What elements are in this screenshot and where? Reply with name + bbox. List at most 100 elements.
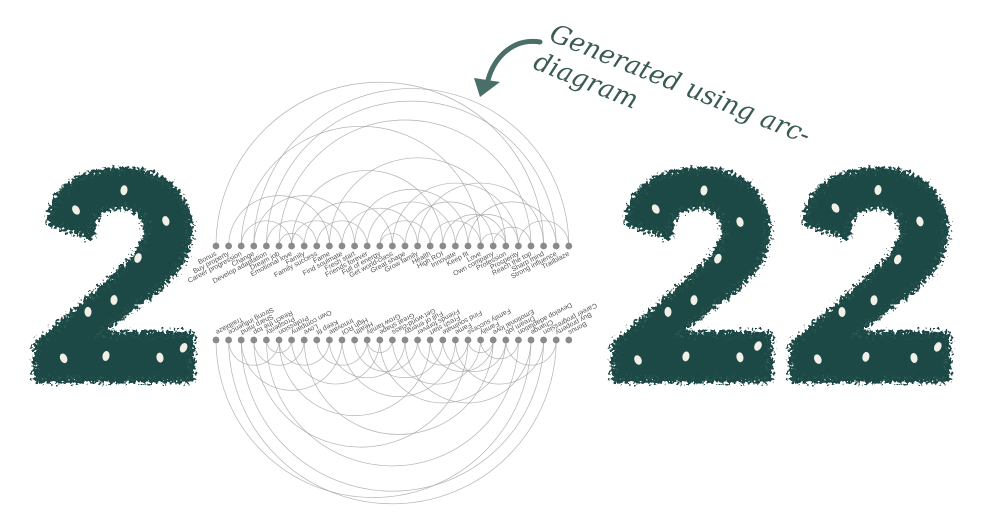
ornament-light-icon — [814, 354, 822, 364]
arc-link — [341, 339, 456, 397]
arc-link — [228, 195, 330, 247]
arc-node — [527, 242, 535, 250]
arc-node — [351, 242, 358, 250]
arc-node — [552, 242, 560, 250]
ornament-light-icon — [120, 185, 128, 196]
arc-link — [253, 195, 355, 247]
arc-link — [442, 339, 507, 372]
arc-link — [354, 339, 418, 372]
ornament-light-icon — [156, 352, 164, 363]
arc-link — [404, 339, 532, 404]
arc-link — [480, 233, 507, 247]
arc-node — [515, 242, 522, 250]
ornament-light-icon — [916, 216, 924, 227]
arc-link — [492, 226, 532, 247]
arc-node — [414, 242, 421, 250]
arc-link — [455, 214, 519, 247]
arrowhead-icon — [474, 78, 500, 97]
arc-node — [351, 336, 358, 344]
arc-link — [366, 201, 456, 247]
ornament-light-icon — [874, 185, 882, 195]
arc-node — [552, 336, 560, 344]
arc-link — [253, 88, 570, 247]
arc-link — [442, 214, 507, 247]
arc-node — [212, 336, 220, 344]
arc-link — [291, 220, 343, 247]
arc-link — [278, 339, 330, 366]
ornament-light-icon — [831, 203, 840, 213]
arc-node — [212, 242, 220, 250]
arc-node — [313, 242, 321, 250]
arc-node — [275, 242, 283, 250]
arc-link — [518, 220, 570, 247]
ornament-light-icon — [179, 343, 188, 353]
arc-link — [266, 339, 292, 353]
arc-link — [480, 339, 519, 360]
ornament-light-icon — [682, 351, 690, 362]
ornament-light-icon — [72, 205, 80, 215]
arc-node — [288, 242, 295, 250]
ornament-light-icon — [651, 204, 660, 214]
ornament-light-icon — [894, 254, 902, 265]
top-arc-diagram — [215, 81, 570, 247]
arc-node — [338, 336, 346, 344]
ornament-light-icon — [110, 295, 118, 305]
arc-node — [389, 242, 396, 250]
arc-link — [215, 81, 544, 247]
arc-link — [266, 339, 519, 467]
arc-link — [253, 339, 305, 366]
arc-node — [300, 242, 308, 250]
arc-link — [329, 157, 507, 247]
arc-node — [477, 336, 484, 344]
arc-link — [240, 125, 481, 247]
foliage-digit-two-right — [789, 167, 951, 383]
arc-link — [215, 339, 532, 498]
arc-link — [303, 339, 494, 435]
ornament-light-icon — [736, 352, 744, 363]
arc-node — [477, 242, 484, 250]
ornament-light-icon — [690, 295, 698, 306]
ornament-light-icon — [870, 295, 878, 306]
curved-arrow-icon — [485, 38, 543, 83]
ornament-light-icon — [736, 217, 744, 227]
bottom-node-row — [212, 336, 573, 344]
arc-node — [363, 336, 371, 344]
annotation: Generated using arc- diagram — [474, 19, 815, 151]
arc-link — [329, 339, 406, 379]
arc-node — [288, 336, 295, 344]
arc-link — [379, 233, 406, 247]
foliage-digit-two-middle — [611, 167, 773, 383]
arc-node — [263, 336, 270, 344]
ornament-light-icon — [84, 306, 92, 317]
arc-link — [240, 339, 544, 492]
arc-node — [439, 336, 447, 344]
arc-node — [414, 336, 421, 344]
arc-node — [489, 336, 497, 344]
arc-link — [417, 182, 544, 247]
arc-node — [426, 336, 434, 344]
arc-link — [379, 220, 431, 247]
foliage-digit-two-left — [33, 167, 195, 383]
arc-node — [300, 336, 308, 344]
arc-node — [389, 336, 396, 344]
arc-link — [505, 339, 557, 366]
arc-node — [376, 242, 384, 250]
arc-node — [464, 336, 472, 344]
arc-node — [426, 242, 434, 250]
arc-node — [452, 242, 459, 250]
arc-node — [326, 336, 333, 344]
arc-node — [237, 242, 245, 250]
arc-link — [278, 119, 532, 247]
ornament-light-icon — [754, 341, 762, 351]
arc-link — [240, 220, 292, 247]
arc-link — [266, 100, 557, 247]
arc-node — [464, 242, 472, 250]
ornament-light-icon — [862, 351, 870, 362]
arc-node — [502, 242, 510, 250]
ornament-light-icon — [134, 253, 142, 263]
arc-node — [401, 336, 409, 344]
ornament-light-icon — [933, 342, 942, 352]
ornament-light-icon — [714, 253, 722, 264]
